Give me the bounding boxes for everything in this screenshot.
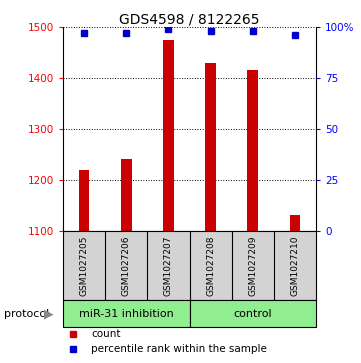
Text: GSM1027207: GSM1027207 xyxy=(164,235,173,296)
Title: GDS4598 / 8122265: GDS4598 / 8122265 xyxy=(119,12,260,26)
Bar xyxy=(290,215,300,231)
Bar xyxy=(205,63,216,231)
Bar xyxy=(79,170,90,231)
Text: GSM1027208: GSM1027208 xyxy=(206,235,215,296)
Text: GSM1027209: GSM1027209 xyxy=(248,235,257,296)
Bar xyxy=(247,70,258,231)
Text: protocol: protocol xyxy=(4,309,49,319)
Text: percentile rank within the sample: percentile rank within the sample xyxy=(91,344,267,354)
Text: GSM1027210: GSM1027210 xyxy=(290,235,299,296)
Bar xyxy=(63,301,190,327)
Text: GSM1027205: GSM1027205 xyxy=(80,235,89,296)
Text: control: control xyxy=(234,309,272,319)
Bar xyxy=(121,159,132,231)
Text: count: count xyxy=(91,329,121,339)
Bar xyxy=(163,40,174,231)
Text: miR-31 inhibition: miR-31 inhibition xyxy=(79,309,174,319)
Text: ▶: ▶ xyxy=(44,307,53,320)
Bar xyxy=(190,301,316,327)
Text: GSM1027206: GSM1027206 xyxy=(122,235,131,296)
